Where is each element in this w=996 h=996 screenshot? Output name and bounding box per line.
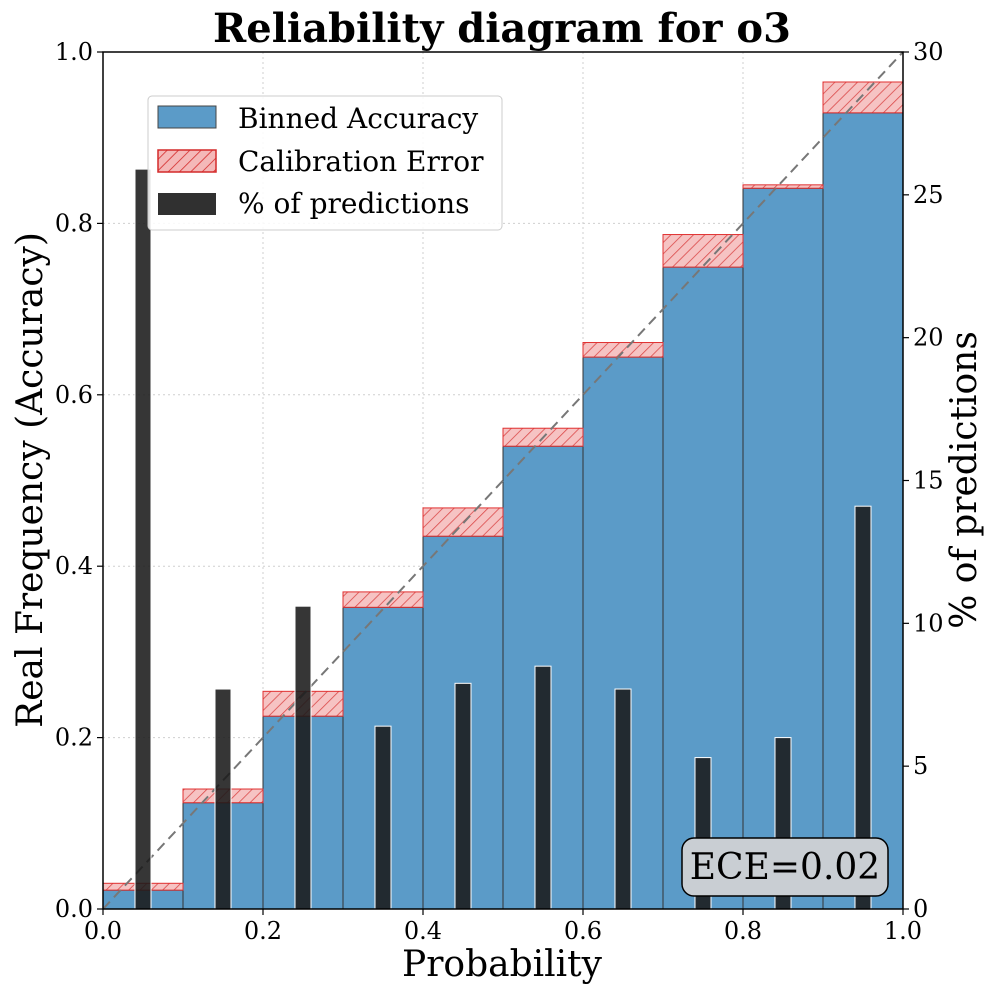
legend: Binned Accuracy Calibration Error % of p… — [147, 95, 503, 231]
x-tick-label: 1.0 — [884, 917, 922, 945]
legend-label-predictions: % of predictions — [238, 187, 470, 220]
y-tick-label: 0.0 — [55, 895, 93, 923]
y-tick-label: 0.6 — [55, 381, 93, 409]
y2-tick-label: 15 — [913, 467, 944, 495]
chart-title: Reliability diagram for o3 — [213, 5, 791, 52]
ece-label: ECE=0.02 — [690, 847, 880, 888]
y-tick-label: 1.0 — [55, 38, 93, 66]
prediction-percent-bar — [134, 168, 152, 910]
x-tick-label: 0.6 — [564, 917, 602, 945]
y2-axis-title: % of predictions — [944, 331, 985, 629]
legend-label-error: Calibration Error — [238, 145, 484, 178]
prediction-percent-bar — [294, 605, 312, 910]
legend-frame — [147, 95, 503, 231]
ece-box — [681, 837, 889, 897]
legend-swatch-predictions — [158, 193, 216, 215]
y2-tick-label: 30 — [913, 38, 944, 66]
y-tick-label: 0.4 — [55, 552, 93, 580]
y2-tick-label: 0 — [913, 895, 928, 923]
axis-ticks: 0.0 0.2 0.4 0.6 0.8 1.00.00.20.40.60.81.00510… — [55, 38, 944, 945]
legend-swatch-accuracy — [157, 105, 217, 129]
y2-tick-label: 10 — [913, 609, 944, 637]
ece-annotation: ECE=0.02 — [681, 837, 889, 897]
prediction-percent-bar — [374, 725, 392, 910]
prediction-percent-bar — [614, 688, 632, 910]
y-tick-label: 0.8 — [55, 209, 93, 237]
prediction-percent-bar — [214, 688, 232, 910]
x-tick-label: 0.2 — [244, 917, 282, 945]
legend-swatch-error — [157, 149, 217, 173]
calibration-error-bar — [822, 81, 904, 114]
y-tick-label: 0.2 — [55, 724, 93, 752]
prediction-percent-bar — [534, 665, 552, 910]
x-tick-label: 0.8 — [724, 917, 762, 945]
calibration-error-bar — [662, 234, 744, 268]
calibration-error-bar — [582, 342, 664, 358]
prediction-percent-bar — [454, 682, 472, 910]
calibration-error-bar — [342, 591, 424, 608]
calibration-error-bars — [102, 81, 904, 891]
y2-tick-label: 20 — [913, 324, 944, 352]
calibration-error-bar — [742, 184, 824, 189]
x-tick-label: 0.0 — [84, 917, 122, 945]
perfect-calibration-line — [102, 51, 904, 910]
y-axis-title: Real Frequency (Accuracy) — [10, 232, 51, 728]
y2-tick-label: 5 — [913, 752, 928, 780]
x-tick-label: 0.4 — [404, 917, 442, 945]
legend-label-accuracy: Binned Accuracy — [238, 102, 478, 135]
y2-tick-label: 25 — [913, 181, 944, 209]
x-axis-title: Probability — [402, 944, 603, 985]
